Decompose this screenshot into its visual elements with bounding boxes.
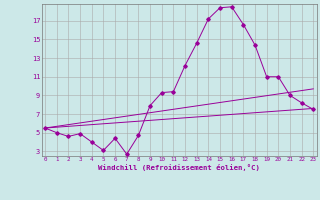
- X-axis label: Windchill (Refroidissement éolien,°C): Windchill (Refroidissement éolien,°C): [98, 164, 260, 171]
